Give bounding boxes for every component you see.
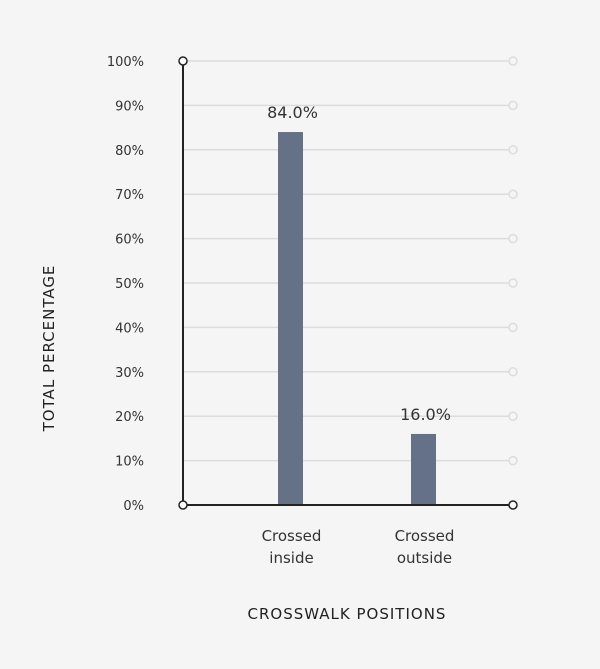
y-tick-label: 10%	[115, 455, 144, 470]
x-category-label: Crossed	[262, 527, 322, 545]
y-tick-label: 0%	[123, 499, 144, 514]
axis-end-marker	[178, 56, 188, 66]
axes	[178, 56, 518, 510]
gridline-end-marker	[508, 322, 518, 333]
gridline-end-marker	[508, 145, 518, 155]
x-axis-title: CROSSWALK POSITIONS	[248, 605, 447, 623]
axis-end-marker	[508, 500, 518, 510]
gridline-end-marker	[508, 233, 518, 244]
bar	[278, 132, 303, 506]
data-label: 16.0%	[400, 405, 451, 424]
gridline-end-marker	[508, 455, 518, 466]
gridline-end-marker	[508, 367, 518, 377]
bar	[411, 433, 436, 505]
data-label: 84.0%	[267, 103, 318, 122]
y-tick-label: 20%	[115, 410, 144, 425]
gridline-end-marker	[508, 189, 518, 199]
bars	[278, 132, 436, 506]
gridline-end-marker	[508, 56, 518, 66]
y-tick-label: 60%	[115, 233, 144, 248]
y-tick-label: 90%	[115, 99, 144, 114]
grid-lines	[183, 56, 518, 466]
x-category-label: outside	[397, 549, 452, 567]
y-tick-label: 70%	[115, 188, 144, 203]
x-category-label: Crossed	[395, 527, 455, 545]
y-tick-label: 80%	[115, 144, 144, 159]
axis-end-marker	[178, 500, 188, 510]
gridline-end-marker	[508, 100, 518, 111]
y-axis-title: TOTAL PERCENTAGE	[40, 265, 58, 433]
x-category-label: inside	[269, 549, 313, 567]
labels: 0% 10% 20% 30% 40% 50% 60% 70% 80% 90% 100% 84.0% Cr…	[107, 55, 455, 567]
gridline-end-marker	[508, 278, 518, 288]
y-tick-label: 30%	[115, 366, 144, 381]
y-tick-label: 40%	[115, 321, 144, 336]
y-tick-label: 50%	[115, 277, 144, 292]
y-tick-label: 100%	[107, 55, 144, 70]
gridline-end-marker	[508, 411, 518, 421]
